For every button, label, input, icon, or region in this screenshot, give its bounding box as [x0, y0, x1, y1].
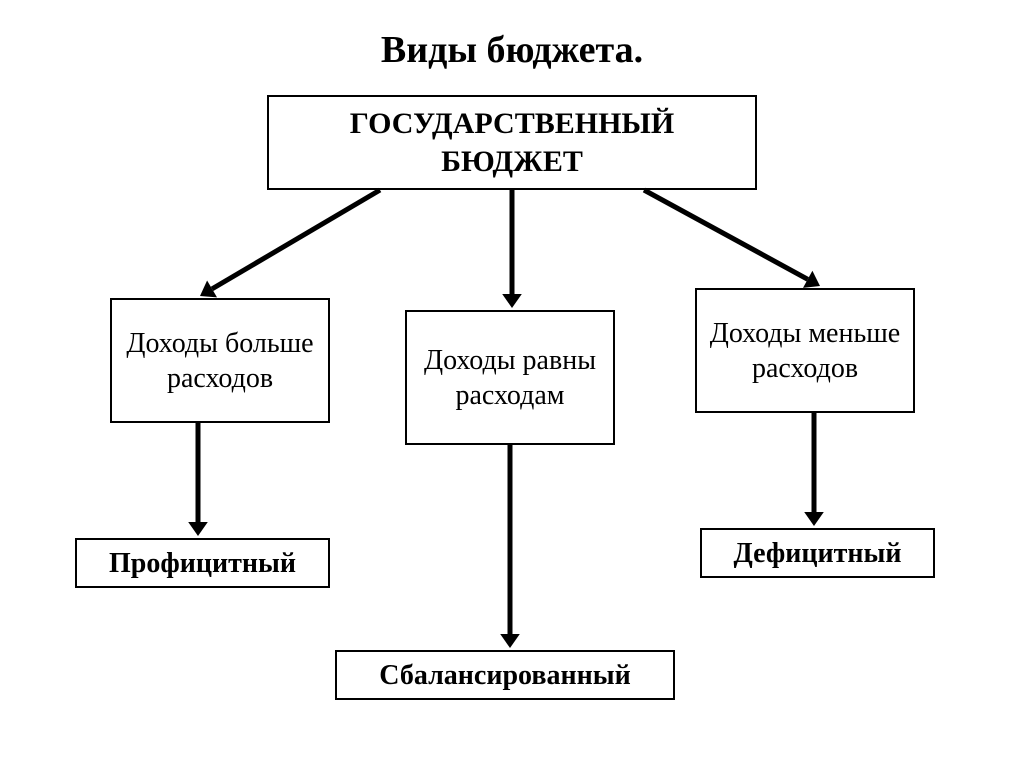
node-right-end-label: Дефицитный: [733, 536, 901, 571]
node-center-mid: Доходы равны расходам: [405, 310, 615, 445]
node-left-mid: Доходы больше расходов: [110, 298, 330, 423]
node-root-label: ГОСУДАРСТВЕННЫЙ БЮДЖЕТ: [277, 105, 747, 180]
node-left-end: Профицитный: [75, 538, 330, 588]
node-center-end-label: Сбалансированный: [379, 658, 630, 693]
node-left-end-label: Профицитный: [109, 546, 296, 581]
node-right-mid: Доходы меньше расходов: [695, 288, 915, 413]
page-title: Виды бюджета.: [0, 28, 1024, 72]
node-left-mid-label: Доходы больше расходов: [120, 326, 320, 396]
node-root: ГОСУДАРСТВЕННЫЙ БЮДЖЕТ: [267, 95, 757, 190]
node-center-end: Сбалансированный: [335, 650, 675, 700]
node-center-mid-label: Доходы равны расходам: [415, 343, 605, 413]
node-right-end: Дефицитный: [700, 528, 935, 578]
node-right-mid-label: Доходы меньше расходов: [705, 316, 905, 386]
